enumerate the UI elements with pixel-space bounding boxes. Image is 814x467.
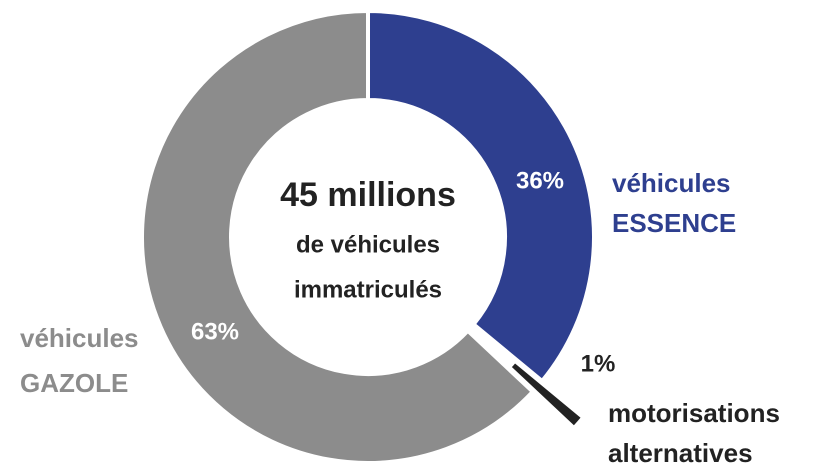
slice-name: véhicules GAZOLE (20, 323, 139, 398)
donut-slice (140, 8, 536, 465)
slice-name: motorisations alternatives (608, 398, 780, 467)
center-subtitle: immatriculés (294, 276, 442, 303)
value-label: 1% (581, 350, 616, 377)
center-title: 45 millions (280, 176, 456, 214)
slice-name: véhicules ESSENCE (612, 168, 736, 238)
donut-slice (366, 8, 596, 384)
donut-slice (506, 357, 587, 431)
center-subtitle: de véhicules (296, 231, 440, 258)
value-label: 63% (191, 318, 239, 345)
value-label: 36% (516, 167, 564, 194)
